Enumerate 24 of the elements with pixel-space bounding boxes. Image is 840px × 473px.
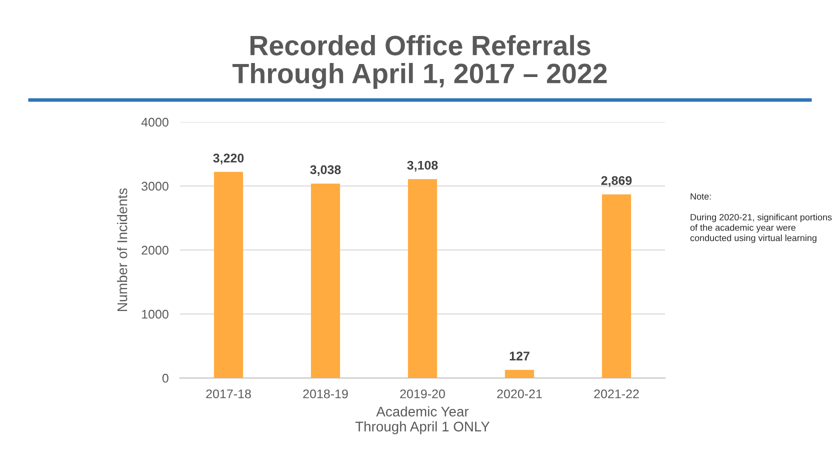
bar <box>504 370 534 378</box>
y-tick-label: 2000 <box>142 246 168 255</box>
x-tick-label: 2020-21 <box>497 389 542 398</box>
data-label: 127 <box>510 352 530 360</box>
y-tick-label: 3000 <box>142 182 168 191</box>
bar <box>214 172 244 378</box>
y-tick-label: 4000 <box>141 118 168 127</box>
data-label: 3,038 <box>310 165 341 176</box>
x-tick-label: 2017-18 <box>206 389 251 398</box>
x-tick-label: 2018-19 <box>303 389 348 398</box>
x-tick-label: 2019-20 <box>400 389 445 398</box>
y-axis-title: Number of Incidents <box>117 188 128 311</box>
chart-title: Recorded Office Referrals Through April 1, 2017 – 2022 <box>232 35 607 89</box>
x-tick-label: 2021-22 <box>594 389 639 398</box>
bar <box>408 179 438 378</box>
data-label: 3,108 <box>407 160 438 172</box>
x-axis-title: Academic Year Through April 1 ONLY <box>355 406 490 434</box>
bar <box>310 184 340 378</box>
data-label: 3,220 <box>213 154 244 164</box>
y-tick-label: 0 <box>162 374 168 383</box>
y-tick-label: 1000 <box>142 310 168 319</box>
text: Note: During 2020-21, significant portions of the academic year were conducted using virtual learning <box>690 193 832 243</box>
data-label: 2,869 <box>601 176 632 187</box>
bar <box>602 194 632 378</box>
